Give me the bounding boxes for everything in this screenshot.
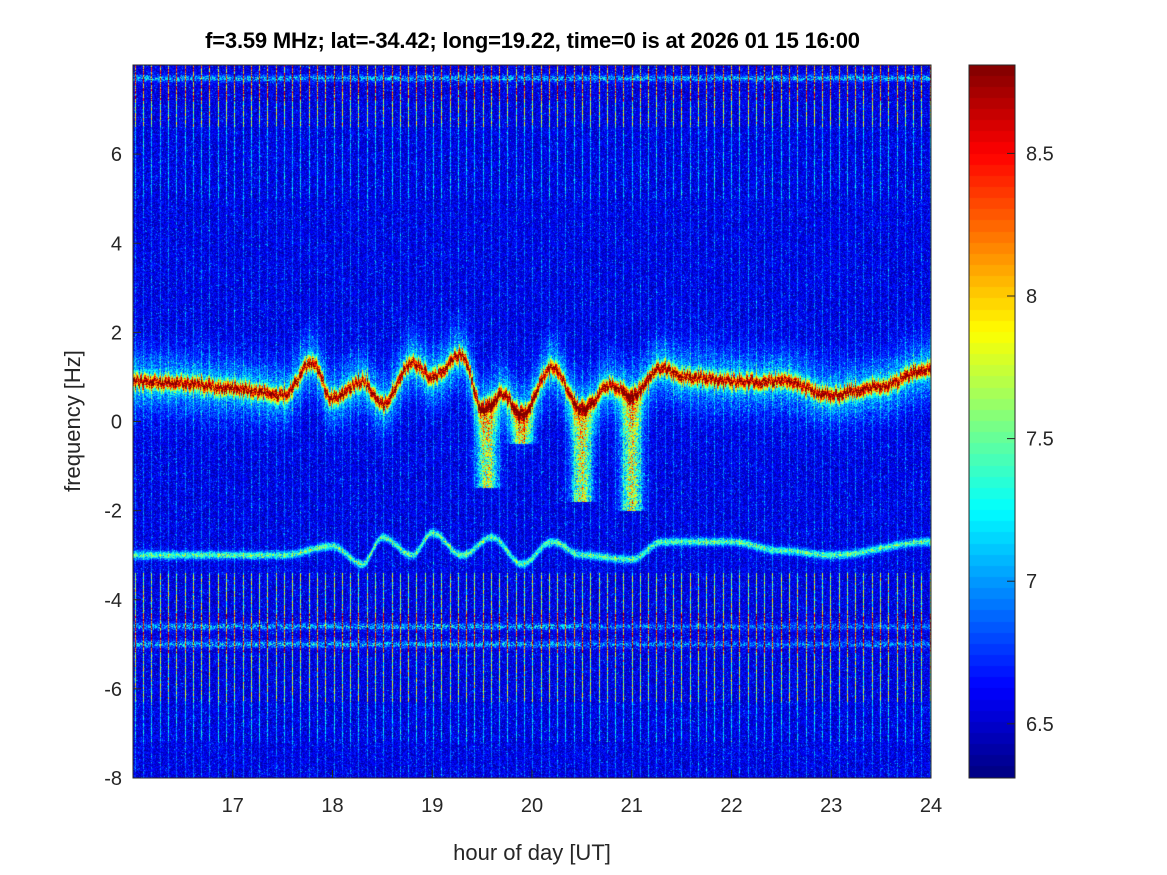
y-tick-label: 2 bbox=[111, 322, 122, 344]
x-tick-label: 23 bbox=[820, 795, 842, 817]
colorbar bbox=[969, 65, 1015, 778]
x-axis-label: hour of day [UT] bbox=[453, 840, 611, 865]
y-tick-label: -8 bbox=[104, 768, 122, 790]
chart-title: f=3.59 MHz; lat=-34.42; long=19.22, time… bbox=[205, 28, 860, 53]
x-tick-label: 17 bbox=[222, 795, 244, 817]
y-tick-label: -6 bbox=[104, 679, 122, 701]
colorbar-tick-label: 6.5 bbox=[1026, 714, 1054, 736]
x-tick-label: 22 bbox=[720, 795, 742, 817]
colorbar-tick-label: 8 bbox=[1026, 286, 1037, 308]
y-tick-label: -4 bbox=[104, 590, 122, 612]
x-tick-label: 19 bbox=[421, 795, 443, 817]
y-tick-label: 4 bbox=[111, 233, 122, 255]
y-tick-label: -2 bbox=[104, 501, 122, 523]
x-tick-label: 21 bbox=[621, 795, 643, 817]
colorbar-tick-label: 8.5 bbox=[1026, 143, 1054, 165]
x-tick-label: 18 bbox=[321, 795, 343, 817]
x-tick-label: 20 bbox=[521, 795, 543, 817]
spectrogram-heatmap bbox=[133, 65, 931, 778]
colorbar-tick-label: 7 bbox=[1026, 571, 1037, 593]
y-axis-label: frequency [Hz] bbox=[60, 350, 85, 492]
colorbar-tick-label: 7.5 bbox=[1026, 429, 1054, 451]
y-tick-label: 0 bbox=[111, 412, 122, 434]
y-tick-label: 6 bbox=[111, 144, 122, 166]
x-tick-label: 24 bbox=[920, 795, 942, 817]
